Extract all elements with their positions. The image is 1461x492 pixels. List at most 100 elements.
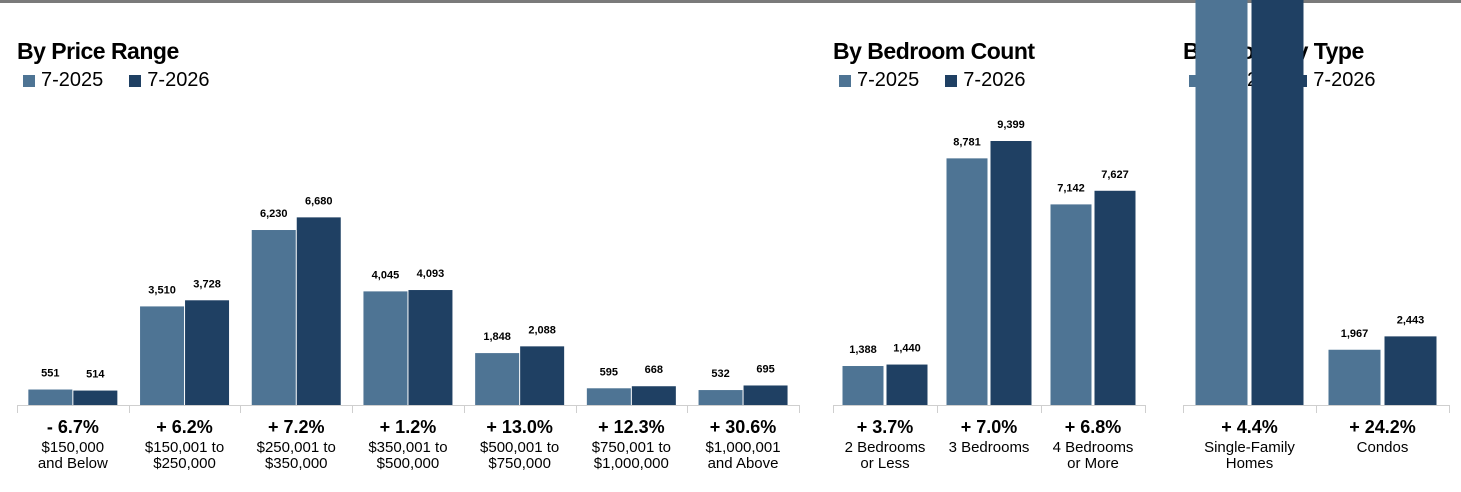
data-label: 3,510 xyxy=(148,284,176,296)
category-label: Homes xyxy=(1226,455,1274,472)
data-label: 6,680 xyxy=(305,195,333,207)
percent-change-label: + 4.4% xyxy=(1221,417,1278,437)
data-label: 514 xyxy=(86,369,105,381)
percent-change-label: + 6.8% xyxy=(1065,417,1122,437)
bar-7-2025 xyxy=(698,390,743,405)
data-label: 7,142 xyxy=(1057,182,1085,194)
data-label: 3,728 xyxy=(193,278,221,290)
data-label: 6,230 xyxy=(260,208,288,220)
category-label: $750,001 to xyxy=(592,439,671,456)
percent-change-label: + 24.2% xyxy=(1349,417,1416,437)
panel-title: By Bedroom Count xyxy=(833,38,1035,64)
data-label: 1,388 xyxy=(849,344,877,356)
category-label: $250,001 to xyxy=(257,439,336,456)
bar-7-2025 xyxy=(946,158,988,405)
percent-change-label: + 6.2% xyxy=(156,417,213,437)
data-label: 4,045 xyxy=(372,269,400,281)
data-label: 695 xyxy=(756,363,774,375)
data-label: 532 xyxy=(711,368,729,380)
legend-label-2026: 7-2026 xyxy=(963,69,1026,91)
top-rule xyxy=(0,0,1461,3)
legend-swatch-2026 xyxy=(129,74,142,87)
category-label: 3 Bedrooms xyxy=(949,439,1030,456)
property-type-panel: By Property Type 7-2025 7-2026 15,33616,… xyxy=(1183,0,1453,492)
legend-item-2026: 7-2026 xyxy=(129,69,210,92)
legend-swatch-2026 xyxy=(945,74,958,87)
bar-7-2026 xyxy=(73,390,118,405)
legend-label-2026: 7-2026 xyxy=(1313,69,1376,91)
percent-change-label: + 12.3% xyxy=(598,417,665,437)
data-label: 9,399 xyxy=(997,119,1025,131)
percent-change-label: + 7.2% xyxy=(268,417,325,437)
legend-label-2025: 7-2025 xyxy=(857,69,920,91)
category-label: and Above xyxy=(708,455,779,472)
category-label: $1,000,000 xyxy=(594,455,669,472)
legend-item-2025: 7-2025 xyxy=(23,69,103,92)
data-label: 2,443 xyxy=(1397,314,1425,326)
category-label: and Below xyxy=(38,455,108,472)
data-label: 1,440 xyxy=(893,343,921,355)
bar-7-2026 xyxy=(185,300,230,405)
legend-item-2026: 7-2026 xyxy=(945,69,1026,92)
bedroom-count-panel: By Bedroom Count 7-2025 7-2026 1,388 1,44… xyxy=(833,0,1153,492)
category-label: $150,000 xyxy=(42,439,105,456)
data-label: 1,967 xyxy=(1341,328,1369,340)
legend-label-2026: 7-2026 xyxy=(147,69,210,91)
category-label: or Less xyxy=(860,455,909,472)
bar-7-2026 xyxy=(631,386,676,405)
category-label: Condos xyxy=(1357,439,1409,456)
bar-7-2025 xyxy=(1050,204,1092,405)
bar-7-2025 xyxy=(28,389,73,405)
category-label: $350,000 xyxy=(265,455,328,472)
bar-7-2026 xyxy=(886,364,928,405)
price-range-panel: By Price Range 7-2025 7-2026 551 514 - 6.7… xyxy=(17,0,807,492)
category-label: or More xyxy=(1067,455,1119,472)
category-label: $250,000 xyxy=(153,455,216,472)
bar-7-2025 xyxy=(1195,0,1248,405)
legend: 7-2025 7-2026 xyxy=(839,69,1026,92)
category-label: $500,001 to xyxy=(480,439,559,456)
bar-7-2025 xyxy=(475,353,520,405)
category-label: $500,000 xyxy=(377,455,440,472)
panel-title: By Price Range xyxy=(17,38,179,64)
legend-item-2025: 7-2025 xyxy=(839,69,919,92)
bar-7-2025 xyxy=(1328,349,1381,405)
legend-label-2025: 7-2025 xyxy=(41,69,104,91)
category-label: $150,001 to xyxy=(145,439,224,456)
data-label: 7,627 xyxy=(1101,169,1129,181)
data-label: 1,848 xyxy=(483,331,511,343)
data-label: 668 xyxy=(645,364,663,376)
legend: 7-2025 7-2026 xyxy=(23,69,210,92)
category-label: $1,000,001 xyxy=(706,439,781,456)
bar-7-2025 xyxy=(251,230,296,405)
data-label: 2,088 xyxy=(528,324,556,336)
percent-change-label: + 7.0% xyxy=(961,417,1018,437)
percent-change-label: + 3.7% xyxy=(857,417,914,437)
bar-7-2026 xyxy=(743,385,788,405)
bar-7-2026 xyxy=(990,141,1032,405)
bar-7-2025 xyxy=(586,388,631,405)
category-label: $750,000 xyxy=(488,455,551,472)
category-label: 4 Bedrooms xyxy=(1053,439,1134,456)
data-label: 551 xyxy=(41,368,59,380)
bar-7-2026 xyxy=(1094,190,1136,405)
bar-7-2026 xyxy=(1251,0,1304,405)
bar-7-2025 xyxy=(140,306,185,405)
percent-change-label: + 13.0% xyxy=(486,417,553,437)
bar-7-2025 xyxy=(842,366,884,405)
legend-swatch-2025 xyxy=(23,74,35,87)
percent-change-label: + 1.2% xyxy=(380,417,437,437)
data-label: 595 xyxy=(600,366,618,378)
percent-change-label: - 6.7% xyxy=(47,417,99,437)
legend-swatch-2025 xyxy=(839,74,851,87)
percent-change-label: + 30.6% xyxy=(710,417,777,437)
category-label: 2 Bedrooms xyxy=(845,439,926,456)
data-label: 8,781 xyxy=(953,136,981,148)
data-label: 4,093 xyxy=(417,268,445,280)
bar-7-2026 xyxy=(1384,336,1437,405)
category-label: $350,001 to xyxy=(368,439,447,456)
property-type-chart: 15,33616,014+ 4.4%Single-FamilyHomes1,96… xyxy=(1183,0,1450,472)
bar-7-2025 xyxy=(363,291,408,405)
